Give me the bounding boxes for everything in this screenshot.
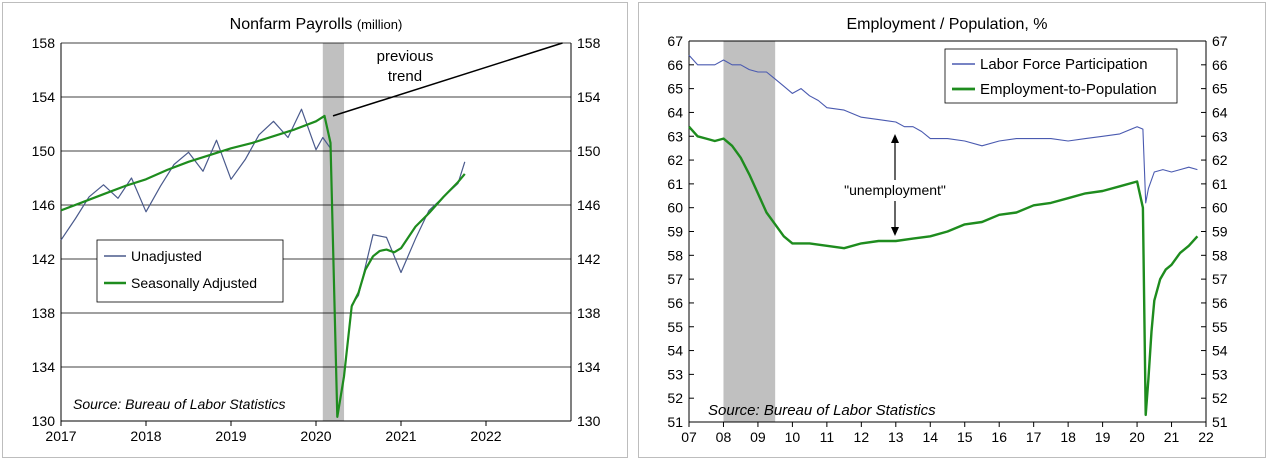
y-tick-label-left: 142 — [32, 251, 56, 267]
y-tick-label-left: 58 — [667, 247, 683, 263]
y-tick-label-left: 60 — [667, 200, 683, 216]
source-note: Source: Bureau of Labor Statistics — [708, 402, 936, 419]
y-tick-label-right: 63 — [1212, 128, 1228, 144]
annotation-trend: trend — [388, 68, 422, 85]
x-tick-label: 15 — [957, 429, 973, 445]
series-seasonally-adjusted-line — [60, 114, 466, 418]
legend-label-seasonally-adjusted: Seasonally Adjusted — [131, 275, 257, 291]
legend-box — [96, 239, 284, 303]
y-tick-label-left: 150 — [32, 143, 56, 159]
y-tick-label-left: 154 — [32, 89, 56, 105]
y-tick-label-left: 56 — [667, 295, 683, 311]
series-employment-to-population-line — [688, 125, 1199, 417]
y-tick-label-left: 134 — [32, 359, 56, 375]
legend-label-unadjusted: Unadjusted — [131, 248, 202, 264]
x-tick-label: 22 — [1198, 429, 1214, 445]
x-tick-label: 2022 — [470, 428, 501, 444]
y-tick-label-right: 52 — [1212, 390, 1228, 406]
annotation-previous: previous — [377, 48, 434, 65]
y-tick-label-left: 59 — [667, 224, 683, 240]
y-tick-label-right: 138 — [577, 305, 601, 321]
nonfarm-payrolls-svg: 130 130 134 134 138 138 142 142 146 146 150 150 154 1… — [32, 16, 601, 444]
y-tick-label-right: 65 — [1212, 81, 1228, 97]
legend-box — [944, 48, 1178, 104]
y-tick-label-right: 60 — [1212, 200, 1228, 216]
chart-title-text: Nonfarm Payrolls — [230, 16, 357, 33]
y-tick-label-right: 57 — [1212, 271, 1228, 287]
y-tick-label-left: 57 — [667, 271, 683, 287]
y-tick-label-left: 138 — [32, 305, 56, 321]
y-tick-label-left: 62 — [667, 152, 683, 168]
series-labor-force-participation-line — [688, 54, 1198, 204]
x-tick-label: 21 — [1164, 429, 1180, 445]
chart-title: Employment / Population, % — [847, 16, 1048, 33]
annotation-unemployment: "unemployment" — [844, 182, 946, 198]
employment-population-chart: 51 51 52 52 53 53 54 54 55 55 56 56 57 57 58 58 59 59 60 60… — [638, 2, 1266, 458]
x-tick-label: 20 — [1129, 429, 1145, 445]
y-tick-label-right: 134 — [577, 359, 601, 375]
x-tick-label: 18 — [1060, 429, 1076, 445]
nonfarm-payrolls-chart: 130 130 134 134 138 138 142 142 146 146 150 150 154 1… — [2, 2, 628, 458]
y-tick-label-left: 52 — [667, 390, 683, 406]
y-tick-label-right: 53 — [1212, 366, 1228, 382]
y-tick-label-right: 62 — [1212, 152, 1228, 168]
y-tick-label-right: 55 — [1212, 319, 1228, 335]
y-tick-label-left: 61 — [667, 176, 683, 192]
recession-band — [723, 41, 776, 422]
x-tick-label: 16 — [991, 429, 1007, 445]
y-tick-label-right: 64 — [1212, 104, 1228, 120]
x-tick-label: 2017 — [45, 428, 76, 444]
annotation-arrowhead-up — [891, 134, 899, 143]
y-tick-label-right: 66 — [1212, 57, 1228, 73]
x-tick-label: 12 — [854, 429, 870, 445]
annotation-arrowhead-down — [891, 227, 899, 236]
x-tick-label: 2021 — [385, 428, 416, 444]
y-tick-label-left: 51 — [667, 414, 683, 430]
x-tick-label: 11 — [820, 429, 835, 445]
y-tick-label-left: 65 — [667, 81, 683, 97]
series-unadjusted-line — [60, 108, 466, 417]
chart-title: Nonfarm Payrolls (million) — [230, 16, 403, 33]
x-tick-label: 2019 — [215, 428, 246, 444]
x-tick-label: 13 — [888, 429, 904, 445]
legend-label-labor-force: Labor Force Participation — [980, 56, 1148, 73]
x-tick-label: 09 — [750, 429, 766, 445]
y-tick-label-left: 146 — [32, 197, 56, 213]
x-tick-label: 08 — [716, 429, 732, 445]
legend-label-employment-to-population: Employment-to-Population — [980, 81, 1157, 98]
x-tick-label: 17 — [1026, 429, 1042, 445]
previous-trend-line — [332, 42, 563, 117]
employment-population-svg: 51 51 52 52 53 53 54 54 55 55 56 56 57 57 58 58 59 59 60 60… — [667, 16, 1228, 445]
y-tick-label-left: 63 — [667, 128, 683, 144]
y-tick-label-right: 59 — [1212, 224, 1228, 240]
y-tick-label-left: 130 — [32, 413, 56, 429]
y-tick-label-right: 61 — [1212, 176, 1228, 192]
y-tick-label-left: 64 — [667, 104, 683, 120]
x-tick-label: 07 — [681, 429, 697, 445]
y-tick-label-left: 53 — [667, 366, 683, 382]
x-tick-label: 14 — [922, 429, 938, 445]
chart-title-unit: (million) — [357, 17, 403, 32]
source-note: Source: Bureau of Labor Statistics — [73, 396, 285, 412]
y-tick-label-right: 54 — [1212, 343, 1228, 359]
y-tick-label-left: 158 — [32, 35, 56, 51]
y-tick-label-right: 56 — [1212, 295, 1228, 311]
y-tick-label-right: 158 — [577, 35, 601, 51]
y-tick-label-left: 55 — [667, 319, 683, 335]
x-tick-label: 10 — [785, 429, 801, 445]
y-tick-label-left: 66 — [667, 57, 683, 73]
y-tick-label-right: 58 — [1212, 247, 1228, 263]
y-tick-label-left: 67 — [667, 33, 683, 49]
x-tick-label: 2018 — [130, 428, 161, 444]
y-tick-label-right: 67 — [1212, 33, 1228, 49]
x-tick-label: 2020 — [300, 428, 331, 444]
y-tick-label-left: 54 — [667, 343, 683, 359]
y-tick-label-right: 142 — [577, 251, 601, 267]
y-tick-label-right: 51 — [1212, 414, 1228, 430]
y-tick-label-right: 146 — [577, 197, 601, 213]
y-tick-label-right: 150 — [577, 143, 601, 159]
y-tick-label-right: 154 — [577, 89, 601, 105]
y-tick-label-right: 130 — [577, 413, 601, 429]
x-tick-label: 19 — [1095, 429, 1111, 445]
